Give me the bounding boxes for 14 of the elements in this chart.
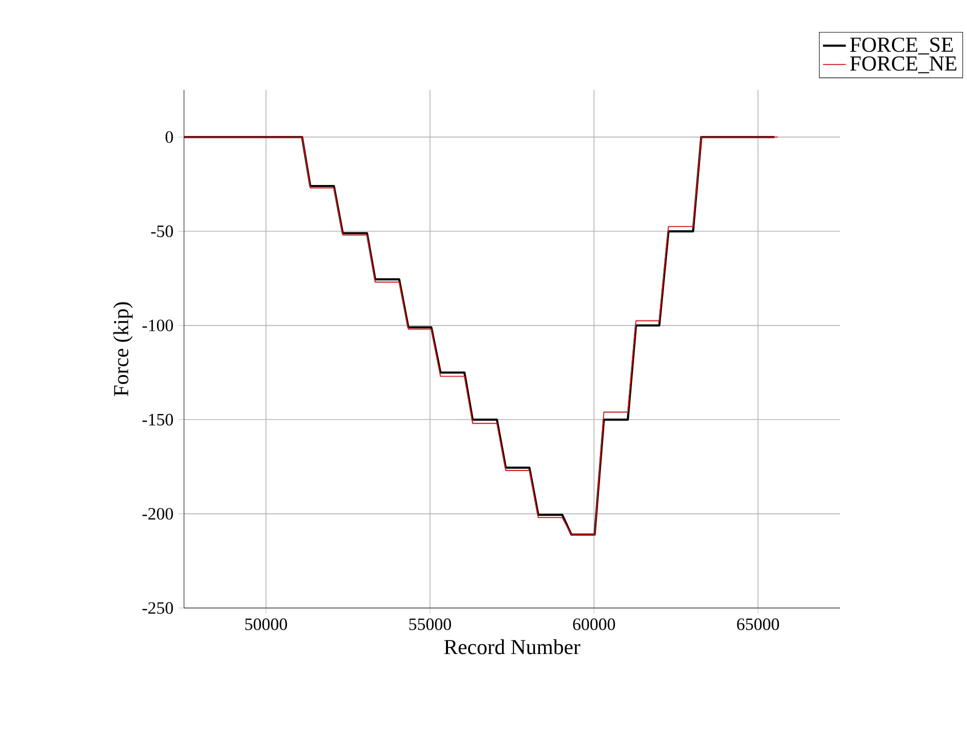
y-tick-label: -250 — [142, 602, 173, 614]
x-tick-label: 60000 — [573, 618, 616, 630]
y-tick-label: -200 — [142, 508, 173, 520]
x-tick-label: 65000 — [737, 618, 780, 630]
y-tick-label: -50 — [151, 225, 173, 238]
y-tick-label: 0 — [166, 131, 173, 143]
x-tick-label: 55000 — [409, 618, 452, 630]
legend-label: FORCE_SE — [850, 38, 953, 54]
y-axis-title: Force (kip) — [113, 302, 133, 396]
x-tick-label: 50000 — [245, 618, 288, 630]
x-axis-title: Record Number — [444, 639, 580, 654]
y-tick-label: -100 — [142, 320, 173, 332]
y-tick-label: -150 — [142, 414, 173, 426]
legend-label: FORCE_NE — [850, 56, 956, 74]
